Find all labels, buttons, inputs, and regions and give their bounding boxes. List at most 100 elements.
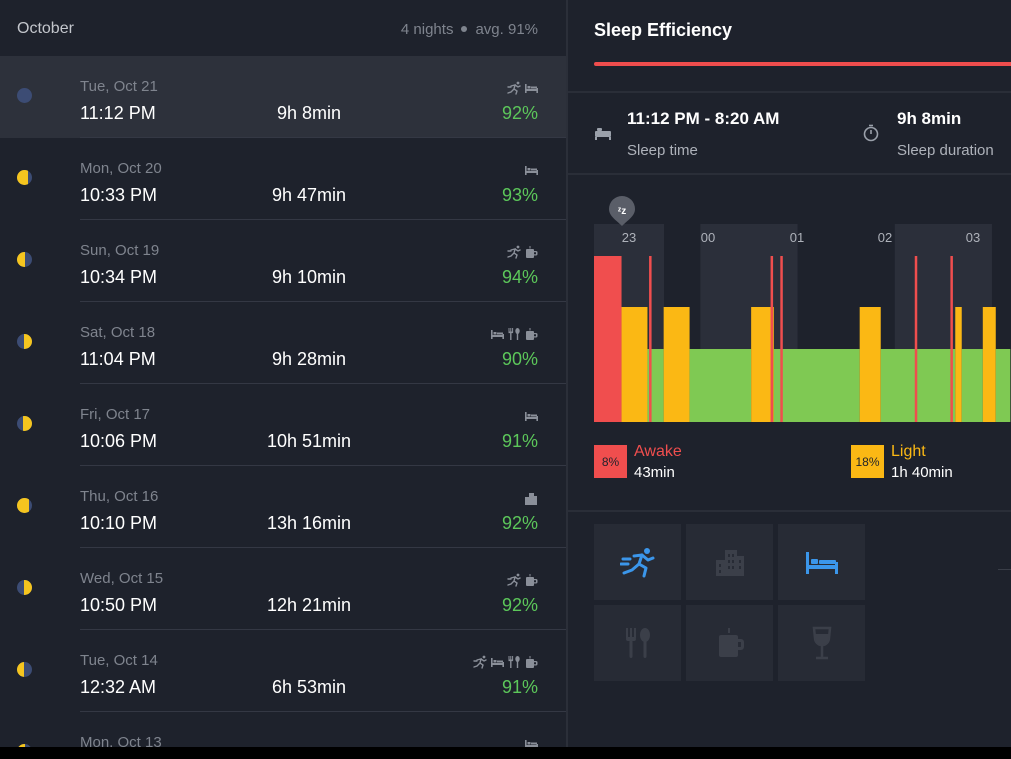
timer-icon [863,124,879,142]
tag-tile-city[interactable] [686,524,773,600]
tag-tile-wine[interactable] [778,605,865,681]
bed-icon [595,128,611,140]
night-start-time: 10:34 PM [80,267,158,287]
night-efficiency: 91% [501,677,538,697]
night-date: Thu, Oct 16 [80,488,159,505]
night-duration: 9h 10min [271,267,347,287]
row-divider [80,629,566,630]
tag-tile-bed[interactable] [778,524,865,600]
night-duration: 6h 53min [271,677,347,697]
coffee-icon [718,628,744,657]
night-row[interactable]: Wed, Oct 15 10:50 PM 12h 21min 92% [0,548,566,630]
sleep-time-label: Sleep time [627,142,698,159]
sleep-time-value: 11:12 PM - 8:20 AM [627,109,780,128]
night-row[interactable]: Tue, Oct 14 12:32 AM 6h 53min 91% [0,630,566,712]
row-divider [80,219,566,220]
night-tags [507,81,538,95]
night-row[interactable]: Mon, Oct 13 [0,712,566,747]
night-date: Sun, Oct 19 [80,242,160,259]
panel-divider [566,0,568,747]
phase-bar-light [859,307,881,422]
moon-phase-icon [17,334,32,349]
row-divider [80,383,566,384]
night-start-time: 10:06 PM [80,431,158,451]
night-row[interactable]: Tue, Oct 21 11:12 PM 9h 8min 92% [0,56,566,138]
moon-phase-icon [17,416,32,431]
city-icon [525,493,537,505]
phase-bar-deep [880,349,956,422]
scroll-hint [998,569,1011,570]
food-icon [625,628,650,658]
night-date: Tue, Oct 21 [80,78,158,95]
night-efficiency: 90% [501,349,538,369]
divider [568,510,1011,512]
night-row[interactable]: Sat, Oct 18 11:04 PM 9h 28min 90% [0,302,566,384]
night-efficiency: 92% [501,595,538,615]
awake-spike [649,256,652,422]
night-duration: 9h 28min [271,349,347,369]
running-icon [507,81,521,95]
coffee-icon [526,246,538,258]
month-header: October 4 nights avg. 91% [0,0,566,56]
row-divider [80,711,566,712]
bed-icon [805,552,838,574]
bed-icon [525,166,538,175]
running-icon [507,573,521,587]
sleep-onset-marker [609,196,635,226]
night-row[interactable]: Mon, Oct 20 10:33 PM 9h 47min 93% [0,138,566,220]
phase-bar-light [663,307,690,422]
night-tags [490,327,538,341]
legend-value: 43min [634,464,675,481]
hour-tick-label: 23 [622,230,636,245]
tag-tile-coffee[interactable] [686,605,773,681]
hour-tick-label: 01 [790,230,804,245]
sleep-phase-chart: 23 00 01 02 03 ᶻz [594,196,1011,422]
night-efficiency: 92% [501,513,538,533]
moon-phase-icon [17,662,32,677]
tag-tile-food[interactable] [594,605,681,681]
sleep-onset-icon: ᶻz [618,206,627,217]
separator-dot [461,26,468,33]
night-row[interactable]: Sun, Oct 19 10:34 PM 9h 10min 94% [0,220,566,302]
moon-phase-icon [17,170,32,185]
night-tags [524,163,538,177]
city-icon [715,550,744,576]
night-tags [473,655,538,669]
detail-panel: Sleep Efficiency 11:12 PM - 8:20 AM Slee… [568,0,1011,747]
wine-icon [812,626,831,660]
night-row[interactable]: Fri, Oct 17 10:06 PM 10h 51min 91% [0,384,566,466]
moon-phase-icon [17,252,32,267]
detail-title: Sleep Efficiency [594,20,733,40]
hour-tick-label: 03 [966,230,980,245]
row-divider [80,547,566,548]
night-date: Mon, Oct 20 [80,160,162,177]
phase-bar-awake [594,256,622,422]
row-divider [80,137,566,138]
night-start-time: 10:10 PM [80,513,158,533]
night-duration: 13h 16min [266,513,352,533]
phase-bar-light [955,307,962,422]
night-efficiency: 91% [501,431,538,451]
night-tags [524,737,538,747]
avg-efficiency: avg. 91% [475,21,538,38]
night-duration: 9h 47min [271,185,347,205]
food-icon [508,328,520,340]
coffee-icon [526,574,538,586]
moon-phase-icon [17,580,32,595]
night-tags [507,245,538,259]
bed-icon [525,412,538,421]
awake-spike [770,256,774,422]
nights-count: 4 nights [400,21,454,38]
awake-spike [780,256,783,422]
phase-bar-light [751,307,774,422]
running-icon [619,548,654,578]
phase-bar-deep [773,349,860,422]
efficiency-bar [594,62,1011,66]
night-tags [507,573,538,587]
tag-tile-running[interactable] [594,524,681,600]
night-row[interactable]: Thu, Oct 16 10:10 PM 13h 16min 92% [0,466,566,548]
night-date: Fri, Oct 17 [80,406,151,423]
coffee-icon [526,656,538,668]
food-icon [508,656,520,668]
running-icon [473,655,487,669]
